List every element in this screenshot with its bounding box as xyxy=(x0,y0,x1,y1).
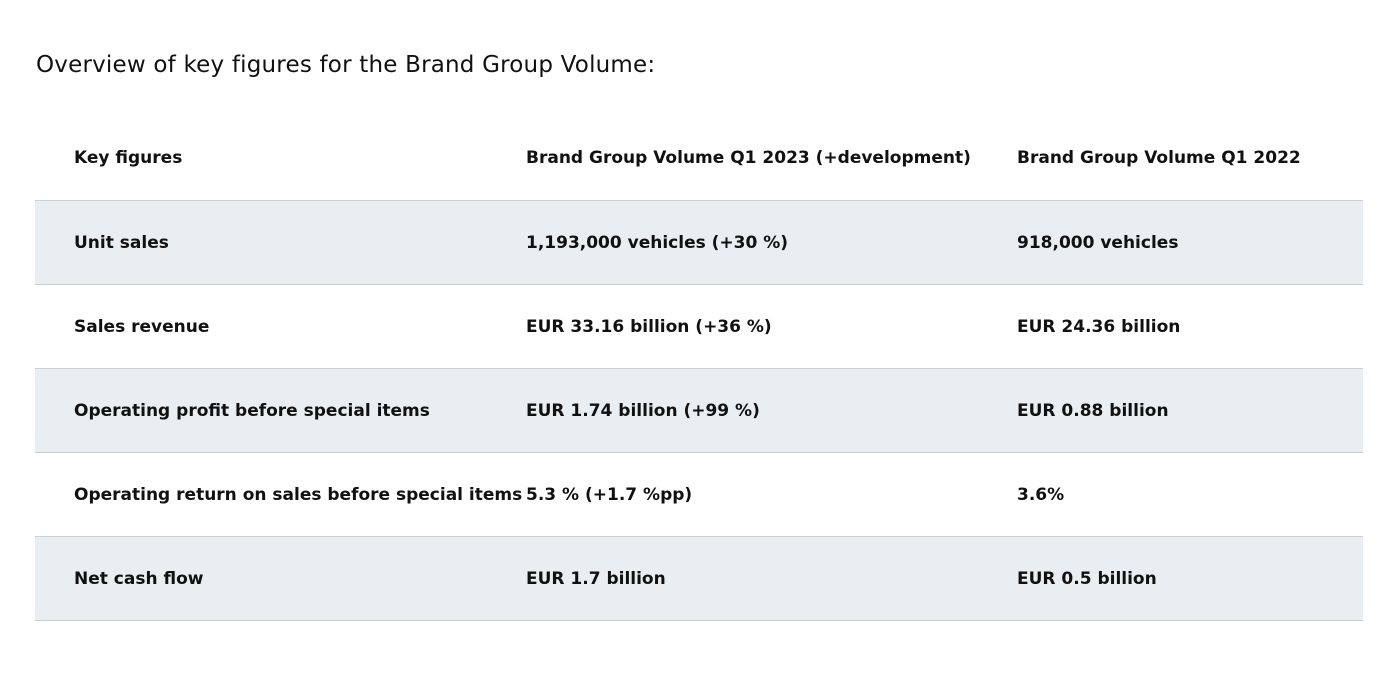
table-row: Operating return on sales before special… xyxy=(35,452,1363,537)
table-cell: EUR 1.7 billion xyxy=(526,536,1017,621)
table-cell: 3.6% xyxy=(1017,452,1363,537)
table-row: Unit sales 1,193,000 vehicles (+30 %) 918,… xyxy=(35,200,1363,285)
heading: Overview of key figures for the Brand Gr… xyxy=(36,52,656,78)
table-cell: 5.3 % (+1.7 %pp) xyxy=(526,452,1017,537)
table-row: Sales revenue EUR 33.16 billion (+36 %) EU… xyxy=(35,284,1363,369)
table-body: Unit sales 1,193,000 vehicles (+30 %) 918,… xyxy=(35,200,1363,621)
table-cell: EUR 24.36 billion xyxy=(1017,284,1363,369)
table-cell: EUR 0.5 billion xyxy=(1017,536,1363,621)
table-row: Operating profit before special items EUR… xyxy=(35,368,1363,453)
table-cell: 918,000 vehicles xyxy=(1017,200,1363,285)
table-cell: Sales revenue xyxy=(35,284,526,369)
header-cell: Key figures xyxy=(35,116,526,201)
table-row: Net cash flow EUR 1.7 billion EUR 0.5 bill… xyxy=(35,536,1363,621)
table-cell: EUR 1.74 billion (+99 %) xyxy=(526,368,1017,453)
table-cell: Operating profit before special items xyxy=(35,368,526,453)
table-cell: 1,193,000 vehicles (+30 %) xyxy=(526,200,1017,285)
key-figures-table: Key figures Brand Group Volume Q1 2023 (+… xyxy=(35,116,1363,621)
table-cell: Net cash flow xyxy=(35,536,526,621)
table-cell: Operating return on sales before special… xyxy=(35,452,526,537)
header-cell: Brand Group Volume Q1 2023 (+development… xyxy=(526,116,1017,201)
table-cell: Unit sales xyxy=(35,200,526,285)
table-cell: EUR 33.16 billion (+36 %) xyxy=(526,284,1017,369)
header-row: Key figures Brand Group Volume Q1 2023 (+… xyxy=(35,116,1363,201)
table-cell: EUR 0.88 billion xyxy=(1017,368,1363,453)
header-cell: Brand Group Volume Q1 2022 xyxy=(1017,116,1363,201)
